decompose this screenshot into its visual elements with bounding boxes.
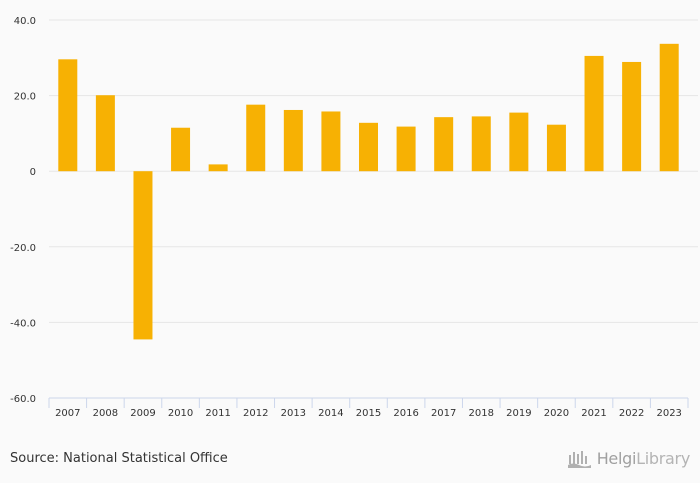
x-tick-label: 2012 <box>243 408 268 419</box>
y-tick-label: -40.0 <box>10 318 36 329</box>
x-tick-label: 2011 <box>205 408 230 419</box>
brand-name-part2: Library <box>636 448 690 468</box>
x-tick-label: 2022 <box>619 408 644 419</box>
bar-2011[interactable] <box>208 164 228 172</box>
bar-2020[interactable] <box>546 124 566 172</box>
helgilibrary-logo[interactable]: HelgiLibrary <box>567 447 690 469</box>
bar-2017[interactable] <box>434 117 454 172</box>
x-tick-label: 2010 <box>168 408 193 419</box>
y-tick-label: -20.0 <box>10 243 36 254</box>
y-tick-label: 40.0 <box>14 16 36 27</box>
bar-2010[interactable] <box>171 127 191 172</box>
bar-2015[interactable] <box>359 122 378 172</box>
y-tick-label: 20.0 <box>14 92 36 103</box>
x-tick-label: 2021 <box>581 408 606 419</box>
source-note: Source: National Statistical Office <box>10 451 228 466</box>
x-tick-label: 2014 <box>318 408 343 419</box>
x-tick-label: 2007 <box>55 408 80 419</box>
x-tick-label: 2017 <box>431 408 456 419</box>
bar-2022[interactable] <box>622 61 642 172</box>
x-tick-label: 2008 <box>93 408 118 419</box>
x-tick-label: 2020 <box>544 408 569 419</box>
y-tick-label: 0 <box>30 167 36 178</box>
x-tick-label: 2013 <box>281 408 306 419</box>
x-tick-label: 2009 <box>130 408 155 419</box>
bar-2009[interactable] <box>133 171 153 340</box>
bar-2014[interactable] <box>321 111 341 172</box>
bar-2013[interactable] <box>283 109 303 172</box>
bar-2018[interactable] <box>471 116 491 172</box>
bar-2007[interactable] <box>58 59 78 172</box>
y-axis-labels: 40.0 20.0 0 -20.0 -40.0 -60.0 <box>10 16 36 405</box>
bar-chart: 40.0 20.0 0 -20.0 -40.0 -60.0 2007 2008 2009 201… <box>10 16 698 419</box>
bar-2023[interactable] <box>659 43 679 172</box>
x-axis: 2007 2008 2009 2010 2011 2012 2013 2014 2015 2016… <box>48 397 689 419</box>
x-tick-label: 2023 <box>656 408 681 419</box>
x-tick-label: 2015 <box>356 408 381 419</box>
x-tick-label: 2016 <box>393 408 418 419</box>
y-tick-label: -60.0 <box>10 394 36 405</box>
library-logo-icon <box>567 451 591 468</box>
bar-2016[interactable] <box>396 126 416 172</box>
bar-2019[interactable] <box>509 112 529 172</box>
brand-name-part1: Helgi <box>596 448 637 468</box>
bar-2021[interactable] <box>584 55 604 172</box>
bars <box>58 43 679 340</box>
x-tick-label: 2019 <box>506 408 531 419</box>
x-tick-label: 2018 <box>469 408 494 419</box>
bar-2008[interactable] <box>95 95 115 172</box>
bar-2012[interactable] <box>246 104 266 172</box>
